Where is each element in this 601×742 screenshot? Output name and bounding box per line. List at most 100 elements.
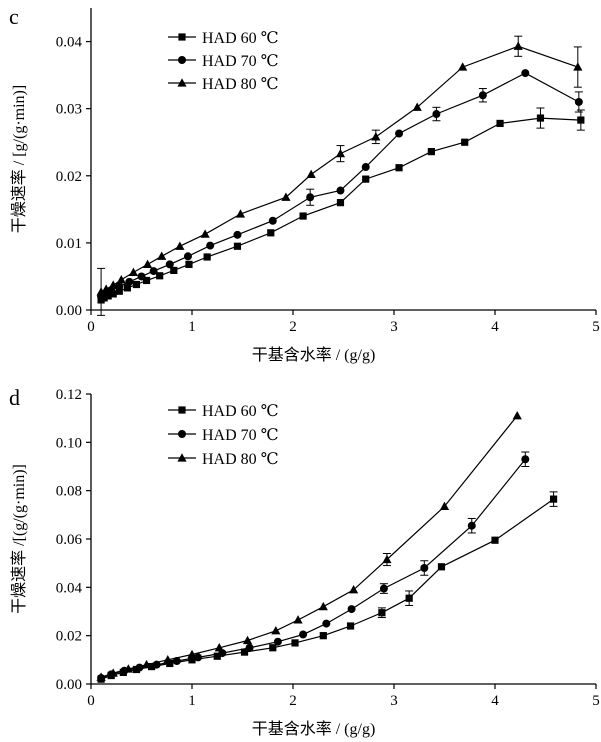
data-point: [378, 609, 386, 617]
y-axis-title: 干燥速率 /[(g/(g·min)]: [10, 464, 28, 614]
data-point: [577, 116, 585, 124]
x-tick-label: 2: [289, 693, 297, 709]
legend-marker: [177, 78, 187, 87]
data-point: [187, 649, 197, 659]
data-point: [458, 62, 468, 71]
data-point: [185, 260, 193, 268]
data-point: [412, 102, 422, 111]
legend-label: HAD 60 ℃: [202, 30, 279, 47]
data-point: [96, 672, 106, 681]
data-point: [293, 615, 303, 624]
data-point: [362, 175, 370, 183]
y-tick-label: 0.02: [56, 169, 82, 185]
legend-entry: HAD 60 ℃: [168, 30, 279, 47]
data-point: [175, 241, 185, 250]
data-point: [165, 260, 174, 269]
data-point: [281, 192, 291, 201]
data-point: [322, 619, 331, 628]
data-point: [299, 630, 308, 639]
data-point: [123, 284, 131, 292]
data-point: [125, 277, 134, 286]
series-line: [100, 498, 554, 680]
data-point: [163, 655, 173, 664]
data-point: [137, 272, 146, 281]
data-point: [432, 110, 441, 119]
data-point: [267, 229, 275, 237]
data-point: [513, 41, 523, 50]
data-point: [96, 287, 106, 296]
legend-marker: [178, 406, 186, 414]
x-axis-title: 干基含水率 / (g/g): [252, 346, 376, 364]
series-triangle: [96, 35, 583, 316]
x-tick-label: 3: [390, 693, 398, 709]
y-tick-label: 0.01: [56, 236, 82, 252]
panel-letter: d: [9, 385, 20, 410]
data-point: [549, 495, 558, 503]
x-axis-title: 干基含水率 / (g/g): [252, 720, 376, 738]
legend-label: HAD 70 ℃: [202, 53, 279, 70]
y-axis-title: 干燥速率 / [g/(g·min)]: [10, 85, 28, 233]
legend-entry: HAD 80 ℃: [168, 451, 279, 468]
data-point: [172, 657, 181, 666]
data-point: [101, 284, 111, 293]
y-tick-label: 0.02: [56, 629, 82, 645]
data-point: [346, 622, 355, 630]
data-point: [242, 635, 253, 645]
data-point: [439, 501, 450, 510]
legend-marker: [178, 56, 186, 64]
data-point: [115, 287, 123, 295]
data-point: [318, 601, 328, 611]
data-point: [319, 632, 327, 640]
data-point: [437, 563, 446, 571]
data-point: [203, 253, 211, 261]
data-point: [213, 652, 221, 660]
data-point: [347, 605, 356, 614]
data-point: [395, 164, 403, 172]
data-point: [461, 138, 469, 146]
legend-label: HAD 80 ℃: [202, 76, 279, 93]
data-point: [306, 193, 315, 202]
data-point: [183, 252, 192, 261]
legend-label: HAD 80 ℃: [202, 451, 279, 468]
legend-entry: HAD 80 ℃: [168, 76, 279, 93]
data-point: [108, 668, 118, 677]
data-point: [349, 584, 359, 594]
legend-marker: [178, 430, 186, 438]
data-point: [573, 62, 583, 71]
data-point: [214, 642, 224, 652]
data-point: [521, 69, 530, 78]
data-point: [149, 267, 158, 276]
series-circle: [97, 69, 583, 301]
data-point: [478, 91, 487, 100]
panel-letter: c: [9, 4, 19, 29]
x-tick-label: 5: [592, 693, 600, 709]
data-point: [521, 455, 530, 464]
data-point: [371, 132, 381, 141]
legend-marker: [177, 453, 187, 462]
x-tick-label: 2: [289, 319, 297, 335]
data-point: [291, 639, 299, 647]
data-point: [116, 275, 126, 284]
y-tick-label: 0.08: [56, 484, 82, 500]
data-point: [405, 594, 413, 602]
x-tick-label: 1: [188, 319, 196, 335]
legend-label: HAD 70 ℃: [202, 427, 279, 444]
data-point: [268, 216, 277, 225]
data-point: [299, 212, 307, 220]
chart-panel-c: c 0 1 2 3 4 5 0.00 0.01 0.02 0.03 0.04 干基含水率 / (g/g)…: [9, 4, 600, 364]
data-point: [157, 251, 167, 260]
data-point: [166, 659, 174, 668]
series-square: [97, 491, 558, 683]
data-point: [427, 148, 435, 156]
data-point: [148, 663, 156, 671]
data-point: [245, 643, 254, 652]
data-point: [233, 242, 242, 250]
data-point: [496, 119, 504, 128]
legend-entry: HAD 60 ℃: [168, 403, 279, 420]
data-point: [382, 554, 392, 564]
y-tick-label: 0.10: [56, 435, 82, 451]
y-tick-label: 0.04: [56, 35, 83, 51]
data-point: [395, 129, 404, 138]
data-point: [536, 114, 545, 122]
data-point: [240, 648, 249, 656]
